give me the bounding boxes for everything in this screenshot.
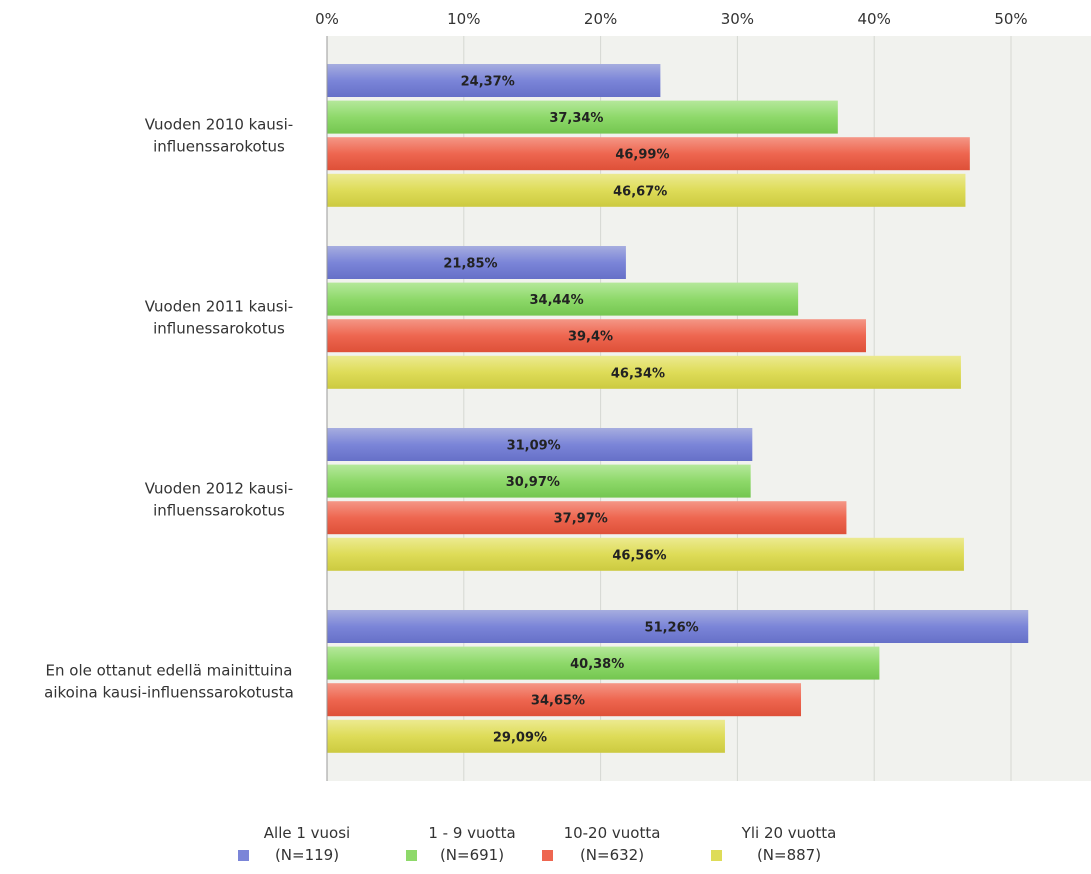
legend-label: Yli 20 vuotta [741,824,837,842]
bar-value-label: 37,34% [549,111,603,126]
bar [327,319,866,353]
bar [327,355,961,389]
x-tick-label: 0% [315,10,339,28]
x-tick-labels: 0% 10% 20% 30% 40% 50% [315,10,1028,28]
bar-value-label: 34,65% [531,694,585,709]
bar [327,137,970,171]
category-label: aikoina kausi-influenssarokotusta [44,683,294,701]
legend-swatch [406,850,417,861]
legend-swatch [711,850,722,861]
bar [327,282,799,316]
category-label: En ole ottanut edellä mainittuina [46,661,293,679]
bar [327,537,964,571]
legend-label: (N=632) [579,846,645,864]
bar-value-label: 51,26% [645,621,699,636]
category-label: Vuoden 2012 kausi- [145,479,293,497]
x-tick-label: 10% [447,10,480,28]
bar [327,428,753,461]
bar [327,100,838,134]
bar [327,719,725,753]
bar [327,64,661,97]
bar-value-label: 46,56% [612,548,666,563]
bar-value-label: 29,09% [493,730,547,745]
bar [327,173,966,207]
legend-label: (N=119) [274,846,340,864]
bar-value-label: 30,97% [506,475,560,490]
legend-label: Alle 1 vuosi [263,824,351,842]
category-label: influenssarokotus [153,501,285,519]
legend: Alle 1 vuosi (N=119) 1 - 9 vuotta (N=691) 10… [0,820,1091,870]
bar [327,646,880,680]
bar [327,683,802,717]
category-label: Vuoden 2010 kausi- [145,115,293,133]
bar-value-label: 34,44% [529,293,583,308]
bar-value-label: 31,09% [507,439,561,454]
bar [327,501,847,535]
legend-swatch [542,850,553,861]
category-label: Vuoden 2011 kausi- [145,297,293,315]
x-tick-label: 20% [584,10,617,28]
legend-label: (N=691) [439,846,505,864]
bar [327,464,751,498]
x-tick-label: 30% [721,10,754,28]
legend-label: (N=887) [756,846,822,864]
category-label: influnessarokotus [153,319,285,337]
x-tick-label: 50% [994,10,1027,28]
bar-value-label: 39,4% [568,330,613,345]
bar-value-label: 40,38% [570,657,624,672]
bar-value-label: 24,37% [461,75,515,90]
category-labels: Vuoden 2010 kausi-influenssarokotus Vuode… [44,115,294,701]
legend-swatch [238,850,249,861]
bar-value-label: 46,34% [611,366,665,381]
category-label: influenssarokotus [153,137,285,155]
legend-label: 1 - 9 vuotta [428,824,516,842]
bar-value-label: 46,99% [615,148,669,163]
bars: 24,37% 37,34% 46,99% 46,67% 21,85% 34,44% 39,4… [327,64,1029,753]
bar-value-label: 21,85% [443,257,497,272]
bar-value-label: 46,67% [613,184,667,199]
legend-label: 10-20 vuotta [563,824,661,842]
bar [327,246,626,279]
bar-value-label: 37,97% [554,512,608,527]
bar [327,610,1029,643]
x-tick-label: 40% [858,10,891,28]
